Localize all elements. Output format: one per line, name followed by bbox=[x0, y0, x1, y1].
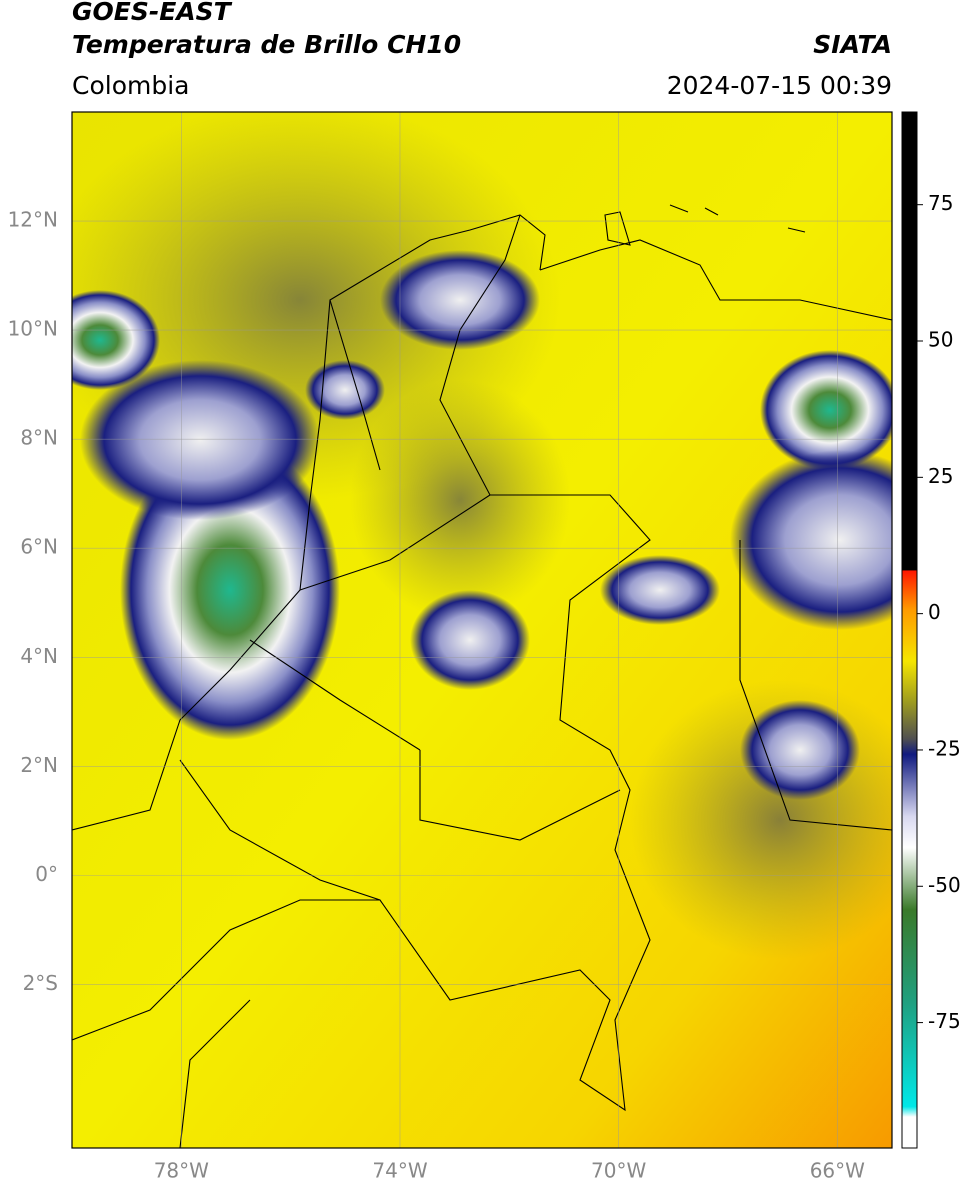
haze bbox=[350, 380, 570, 620]
y-tick-label: 8°N bbox=[20, 426, 58, 450]
axes: 78°W 74°W 70°W 66°W 12°N 10°N 8°N 6°N 4°N 2°N 0° 2°… bbox=[8, 191, 961, 1182]
timestamp: 2024-07-15 00:39 bbox=[667, 71, 892, 100]
colorbar bbox=[901, 111, 918, 1149]
y-tick-label: 6°N bbox=[20, 535, 58, 559]
coastline bbox=[72, 214, 546, 831]
internal-border bbox=[249, 299, 621, 841]
border bbox=[72, 899, 380, 1148]
border bbox=[179, 214, 651, 1112]
title: GOES-EAST bbox=[72, 0, 233, 26]
colorbar-tick-label: 50 bbox=[928, 328, 953, 352]
borders bbox=[72, 204, 892, 1148]
colorbar-tick-label: 0 bbox=[928, 600, 941, 624]
islands bbox=[604, 204, 806, 246]
coastline bbox=[539, 239, 892, 321]
x-tick-label: 78°W bbox=[154, 1159, 209, 1183]
cloud bbox=[740, 700, 860, 800]
region: Colombia bbox=[72, 71, 189, 100]
colorbar-tick-label: -75 bbox=[928, 1009, 961, 1033]
y-tick-label: 4°N bbox=[20, 644, 58, 668]
x-tick-label: 70°W bbox=[591, 1159, 646, 1183]
cloud bbox=[730, 450, 892, 630]
colorbar-tick-label: -50 bbox=[928, 873, 961, 897]
y-tick-label: 2°N bbox=[20, 753, 58, 777]
subtitle: Temperatura de Brillo CH10 bbox=[72, 30, 461, 59]
source: SIATA bbox=[813, 30, 892, 59]
cloud bbox=[760, 350, 892, 470]
y-tick-label: 2°S bbox=[23, 971, 58, 995]
cloud bbox=[380, 250, 540, 350]
colorbar-tick-label: 25 bbox=[928, 464, 953, 488]
map-frame bbox=[71, 111, 893, 1149]
map-image bbox=[72, 112, 892, 1148]
cloud bbox=[600, 555, 720, 625]
colorbar-tick-label: -25 bbox=[928, 736, 961, 760]
x-tick-label: 74°W bbox=[372, 1159, 427, 1183]
grid bbox=[72, 112, 892, 1148]
cloud bbox=[305, 360, 385, 420]
border bbox=[739, 540, 892, 831]
x-tick-label: 66°W bbox=[810, 1159, 865, 1183]
y-tick-label: 0° bbox=[35, 862, 58, 886]
y-tick-label: 12°N bbox=[8, 208, 58, 232]
cloud bbox=[72, 290, 160, 390]
colorbar-tick-label: 75 bbox=[928, 191, 953, 215]
y-tick-label: 10°N bbox=[8, 317, 58, 341]
cloud bbox=[80, 360, 320, 520]
cloud bbox=[410, 590, 530, 690]
